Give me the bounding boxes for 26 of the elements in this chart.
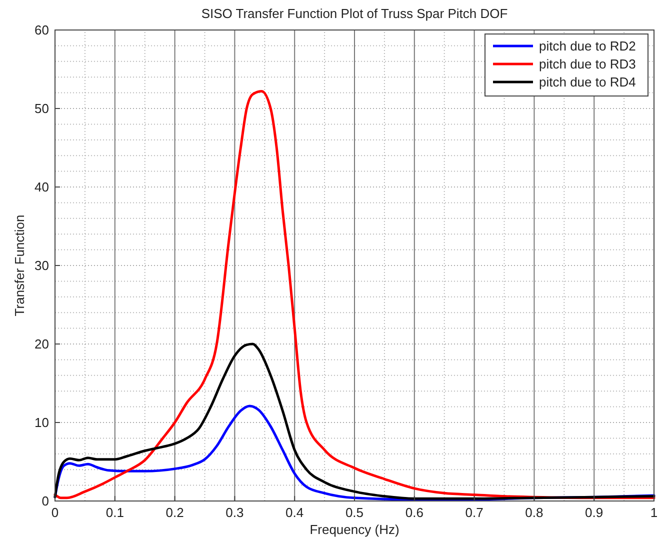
legend-label: pitch due to RD4 bbox=[539, 74, 636, 90]
y-tick-label: 30 bbox=[34, 258, 49, 273]
x-tick-label: 0 bbox=[51, 505, 59, 520]
y-tick-label: 60 bbox=[34, 22, 49, 38]
legend-label: pitch due to RD2 bbox=[539, 38, 636, 54]
y-tick-label: 40 bbox=[34, 180, 49, 194]
x-tick-label: 0.3 bbox=[226, 505, 244, 520]
legend-label: pitch due to RD3 bbox=[539, 56, 636, 72]
line-series bbox=[54, 342, 656, 500]
x-tick-label: 0.7 bbox=[465, 505, 484, 520]
x-tick-label: 0.1 bbox=[106, 505, 124, 520]
x-tick-label: 0.6 bbox=[405, 505, 424, 520]
y-tick-label: 10 bbox=[34, 415, 49, 430]
x-tick-label: 1 bbox=[650, 505, 658, 520]
x-tick-label: 0.5 bbox=[345, 505, 364, 520]
chart-title: SISO Transfer Function Plot of Truss Spar Pitch DOF bbox=[201, 6, 508, 21]
x-tick-label: 0.8 bbox=[525, 505, 544, 520]
y-axis-title: Transfer Function bbox=[12, 214, 27, 316]
y-tick-label: 50 bbox=[34, 101, 49, 116]
x-tick-label: 0.4 bbox=[286, 505, 304, 520]
line-series bbox=[54, 90, 656, 500]
y-tick-label: 20 bbox=[34, 336, 49, 352]
x-axis-title: Frequency (Hz) bbox=[310, 522, 400, 537]
x-tick-label: 0.9 bbox=[585, 505, 604, 520]
y-tick-label: 0 bbox=[42, 494, 49, 508]
x-tick-label: 0.2 bbox=[166, 505, 184, 520]
